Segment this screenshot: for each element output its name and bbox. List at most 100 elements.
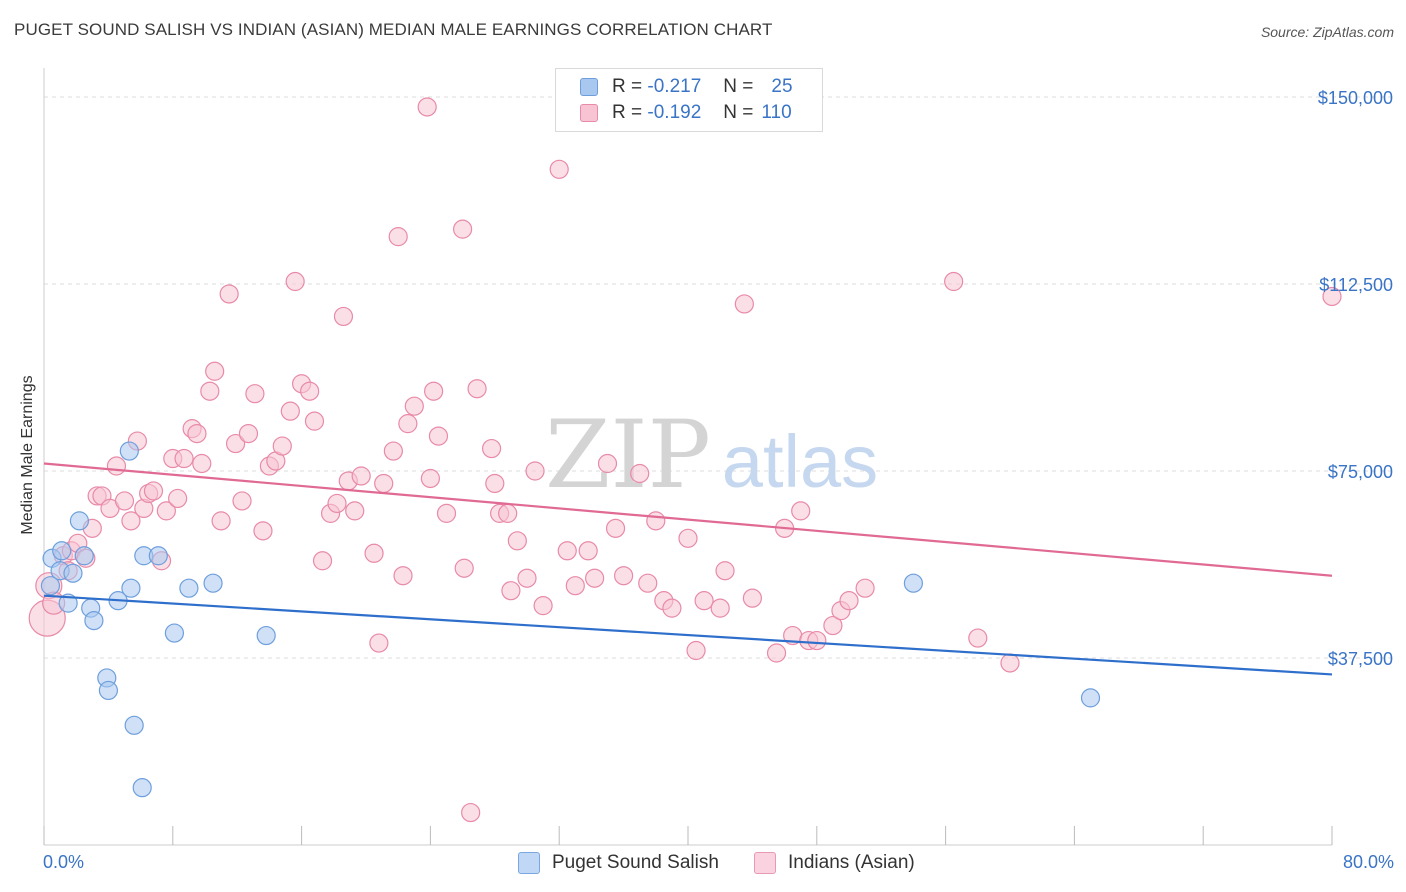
- data-point: [766, 643, 787, 663]
- data-point: [280, 401, 300, 421]
- stats-legend: R = -0.217 N = 25 R = -0.192 N = 110: [555, 68, 823, 132]
- legend-r-value: -0.217: [647, 76, 702, 97]
- data-point: [245, 384, 265, 404]
- data-point: [69, 511, 90, 531]
- data-point: [507, 531, 527, 551]
- data-point: [393, 566, 413, 586]
- data-point: [132, 778, 152, 798]
- data-point: [232, 491, 252, 511]
- data-point: [630, 463, 650, 484]
- source-label: Source: ZipAtlas.com: [1260, 24, 1394, 40]
- data-point: [192, 453, 212, 474]
- data-point: [143, 481, 164, 501]
- data-point: [119, 441, 139, 461]
- data-point: [578, 541, 598, 561]
- series-legend-item-salish[interactable]: Puget Sound Salish: [518, 852, 719, 874]
- chart-title: PUGET SOUND SALISH VS INDIAN (ASIAN) MED…: [14, 20, 773, 39]
- data-point: [272, 436, 292, 456]
- data-point: [174, 448, 194, 469]
- data-point: [565, 576, 585, 596]
- data-point: [855, 578, 875, 598]
- data-point: [156, 501, 176, 521]
- trend-line-indian: [43, 462, 1333, 577]
- legend-r-value: -0.192: [647, 102, 702, 123]
- data-point: [1322, 286, 1342, 307]
- data-point: [121, 511, 141, 531]
- series-legend-item-indian[interactable]: Indians (Asian): [754, 852, 915, 874]
- data-point: [498, 503, 518, 523]
- data-point: [839, 591, 859, 611]
- y-tick-label: $75,000: [1328, 462, 1393, 482]
- data-point: [646, 511, 666, 531]
- series-swatch-salish: [518, 852, 540, 874]
- data-point: [148, 546, 168, 566]
- data-point: [968, 628, 988, 648]
- data-point: [74, 546, 94, 566]
- data-point: [467, 379, 487, 399]
- legend-row-salish: R = -0.217 N = 25: [580, 75, 793, 99]
- data-point: [200, 381, 220, 401]
- data-point: [164, 623, 185, 643]
- watermark-atlas: atlas: [722, 420, 878, 503]
- data-point: [98, 680, 119, 701]
- legend-r-label: R =: [612, 76, 643, 97]
- data-point: [903, 573, 924, 593]
- data-point: [501, 581, 521, 601]
- y-tick-label: $112,500: [1319, 275, 1393, 295]
- data-point: [219, 284, 239, 304]
- data-point: [807, 630, 827, 651]
- data-point: [694, 591, 714, 611]
- data-point: [481, 438, 502, 459]
- legend-n-label: N =: [723, 76, 754, 97]
- data-point: [168, 488, 188, 509]
- data-point: [715, 561, 735, 581]
- data-point: [485, 473, 505, 494]
- data-point: [791, 501, 811, 521]
- data-point: [369, 633, 389, 653]
- data-point: [453, 219, 473, 239]
- data-point: [285, 271, 305, 292]
- data-point: [605, 518, 626, 538]
- data-point: [461, 802, 481, 823]
- series-swatch-indian: [754, 852, 776, 874]
- data-point: [1080, 688, 1101, 708]
- data-point: [428, 426, 449, 446]
- data-point: [304, 411, 325, 431]
- data-point: [364, 543, 384, 563]
- data-point: [58, 593, 78, 613]
- data-point: [256, 625, 276, 646]
- data-point: [388, 227, 408, 247]
- data-point: [211, 511, 231, 531]
- data-point: [678, 528, 698, 548]
- data-point: [517, 568, 537, 588]
- data-point: [52, 541, 72, 561]
- y-tick-label: $150,000: [1318, 88, 1393, 108]
- data-point: [436, 503, 457, 523]
- trend-line-salish: [43, 594, 1333, 676]
- data-point: [351, 466, 371, 486]
- y-axis-label: Median Male Earnings: [19, 375, 36, 535]
- data-point: [417, 97, 437, 117]
- data-point: [398, 414, 418, 434]
- legend-n-value: 110: [761, 102, 792, 123]
- data-point: [557, 541, 577, 561]
- series-legend: Puget Sound Salish Indians (Asian): [0, 852, 1406, 878]
- data-point: [533, 596, 553, 616]
- series-legend-label: Puget Sound Salish: [552, 852, 719, 873]
- data-point: [333, 306, 354, 327]
- data-point: [225, 433, 246, 454]
- legend-row-indian: R = -0.192 N = 110: [580, 101, 792, 125]
- data-point: [424, 381, 444, 401]
- legend-swatch-indian: [580, 104, 598, 122]
- axes: [43, 68, 1333, 846]
- data-point: [662, 598, 682, 618]
- data-point: [734, 294, 754, 314]
- legend-swatch-salish: [580, 78, 598, 96]
- data-point: [686, 640, 706, 661]
- data-point: [238, 424, 259, 444]
- x-tick-label-min: 0.0%: [43, 852, 85, 872]
- data-point: [124, 715, 144, 735]
- data-point: [205, 361, 225, 381]
- data-point: [383, 441, 403, 461]
